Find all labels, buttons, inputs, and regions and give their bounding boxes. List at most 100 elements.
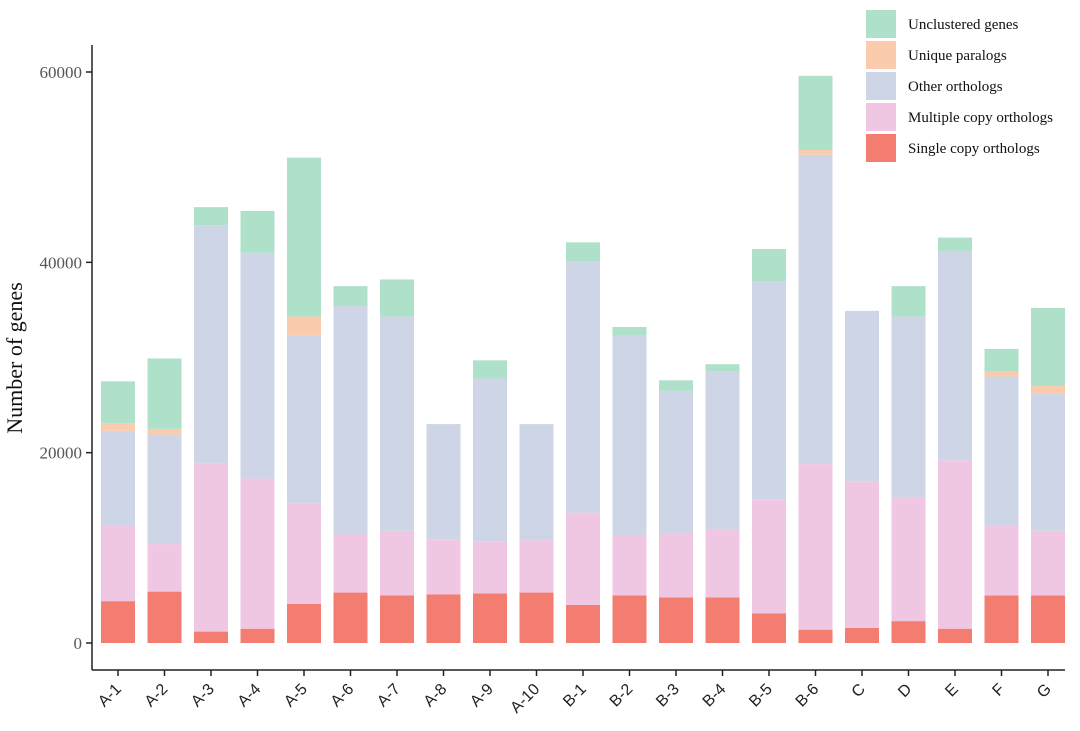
bar-segment bbox=[426, 539, 461, 595]
bar-segment bbox=[194, 631, 228, 643]
x-tick-label: D bbox=[895, 681, 915, 701]
bar-segment bbox=[240, 478, 275, 629]
y-tick-label: 40000 bbox=[40, 253, 83, 272]
bar-segment bbox=[938, 250, 972, 461]
bar-segment bbox=[473, 360, 507, 379]
bar-segment bbox=[426, 594, 461, 643]
x-tick-label: B-6 bbox=[793, 681, 823, 711]
bar-segment bbox=[101, 430, 135, 526]
bar-segment bbox=[798, 150, 833, 155]
bar-segment bbox=[984, 525, 1019, 596]
legend-label: Unclustered genes bbox=[908, 17, 1019, 33]
bar-segment bbox=[473, 378, 507, 542]
bar-segment bbox=[752, 499, 786, 614]
y-tick-label: 0 bbox=[74, 634, 83, 653]
bar-segment bbox=[519, 424, 554, 541]
x-tick-label: A-10 bbox=[507, 681, 543, 717]
legend-label: Other orthologs bbox=[908, 79, 1003, 95]
bar-segment bbox=[1031, 393, 1065, 531]
bar-segment bbox=[194, 207, 228, 226]
bar-segment bbox=[752, 613, 786, 643]
bar-segment bbox=[798, 154, 833, 465]
bar-segment bbox=[659, 380, 693, 391]
bar-segment bbox=[147, 434, 182, 545]
bar-segment bbox=[147, 544, 182, 592]
bar-segment bbox=[891, 286, 926, 317]
bar-segment bbox=[659, 597, 693, 643]
bar-segment bbox=[473, 593, 507, 643]
bar-segment bbox=[380, 316, 414, 531]
x-tick-label: B-2 bbox=[607, 681, 637, 711]
bar-segment bbox=[380, 279, 414, 317]
bar-segment bbox=[147, 358, 182, 429]
bar-segment bbox=[101, 381, 135, 424]
bar-segment bbox=[659, 533, 693, 598]
bar-segment bbox=[705, 597, 740, 643]
bar-segment bbox=[1031, 308, 1065, 387]
bar-segment bbox=[147, 428, 182, 435]
bar-segment bbox=[798, 75, 833, 151]
x-tick-label: F bbox=[989, 681, 1008, 700]
bar-segment bbox=[333, 306, 368, 535]
bar-segment bbox=[845, 311, 879, 482]
bar-segment bbox=[891, 316, 926, 498]
bar-segment bbox=[287, 157, 321, 317]
bar-segment bbox=[705, 364, 740, 372]
legend-swatch bbox=[866, 134, 896, 162]
bar-segment bbox=[240, 210, 275, 253]
legend: Unclustered genes Unique paralogs Other or… bbox=[866, 10, 1053, 162]
bar-segment bbox=[938, 237, 972, 251]
x-tick-label: B-4 bbox=[700, 681, 730, 711]
bar-segment bbox=[473, 541, 507, 594]
bar-segment bbox=[845, 627, 879, 643]
x-tick-label: E bbox=[942, 681, 962, 701]
bar-segment bbox=[147, 591, 182, 643]
x-ticks: A-1 A-2 A-3 A-4 A-5 A-6 A-7 A-8 A-9 A-10 B-1 B-2 B-3… bbox=[95, 670, 1055, 717]
x-tick-label: C bbox=[849, 681, 869, 701]
bar-segment bbox=[798, 629, 833, 643]
bar-segment bbox=[101, 423, 135, 431]
bar-segment bbox=[845, 481, 879, 628]
bar-segment bbox=[426, 424, 461, 540]
x-tick-label: G bbox=[1034, 681, 1055, 702]
y-tick-label: 60000 bbox=[40, 63, 83, 82]
bar-segment bbox=[566, 512, 600, 605]
bar-segment bbox=[752, 281, 786, 500]
bar-segment bbox=[798, 464, 833, 630]
bar-segment bbox=[659, 390, 693, 534]
bar-segment bbox=[891, 621, 926, 643]
bar-segment bbox=[1031, 595, 1065, 643]
bar-segment bbox=[984, 348, 1019, 372]
bar-segment bbox=[101, 525, 135, 602]
bar-segment bbox=[938, 628, 972, 643]
x-tick-label: A-7 bbox=[374, 681, 404, 711]
bar-segment bbox=[333, 534, 368, 593]
bar-segment bbox=[287, 335, 321, 504]
bar-segment bbox=[984, 595, 1019, 643]
bar-segment bbox=[194, 463, 228, 632]
bar-segment bbox=[612, 335, 647, 536]
bar-segment bbox=[566, 604, 600, 643]
bar-segment bbox=[333, 592, 368, 643]
bar-segment bbox=[194, 225, 228, 464]
bar-segment bbox=[240, 252, 275, 479]
bar-segment bbox=[566, 242, 600, 262]
y-axis-label: Number of genes bbox=[2, 282, 27, 434]
x-tick-label: A-9 bbox=[467, 681, 497, 711]
legend-swatch bbox=[866, 41, 896, 69]
bar-segment bbox=[984, 371, 1019, 377]
bar-segment bbox=[101, 601, 135, 643]
x-tick-label: A-1 bbox=[95, 681, 125, 711]
bars-layer bbox=[101, 75, 1065, 643]
y-tick-label: 20000 bbox=[40, 444, 83, 463]
bar-segment bbox=[333, 286, 368, 307]
bar-segment bbox=[891, 497, 926, 622]
bar-segment bbox=[519, 540, 554, 593]
x-tick-label: A-4 bbox=[235, 681, 265, 711]
x-tick-label: A-8 bbox=[421, 681, 451, 711]
bar-segment bbox=[1031, 530, 1065, 596]
legend-swatch bbox=[866, 103, 896, 131]
bar-segment bbox=[287, 503, 321, 604]
bar-segment bbox=[705, 371, 740, 530]
bar-segment bbox=[380, 595, 414, 643]
